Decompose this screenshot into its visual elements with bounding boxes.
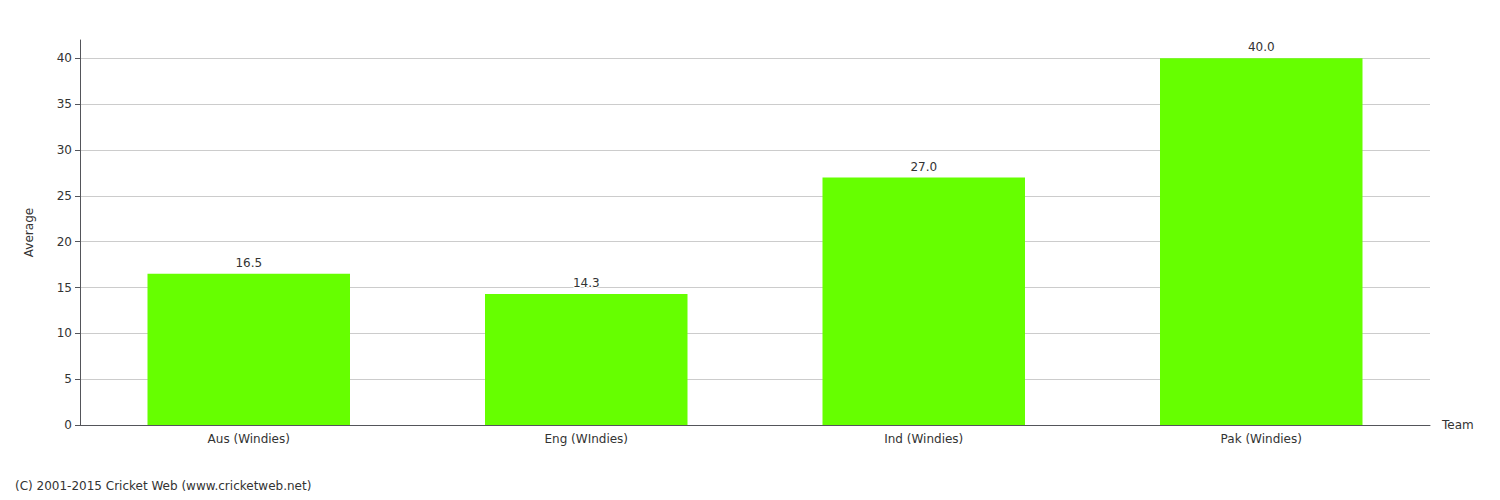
svg-text:(C) 2001-2015 Cricket Web (www: (C) 2001-2015 Cricket Web (www.cricketwe…: [15, 479, 311, 493]
svg-text:10: 10: [57, 326, 72, 340]
svg-text:40.0: 40.0: [1248, 40, 1275, 54]
svg-text:5: 5: [64, 372, 72, 386]
svg-text:15: 15: [57, 281, 72, 295]
svg-text:Aus (Windies): Aus (Windies): [208, 432, 290, 446]
svg-text:0: 0: [64, 418, 72, 432]
svg-text:30: 30: [57, 143, 72, 157]
svg-text:Eng (WIndies): Eng (WIndies): [544, 432, 628, 446]
svg-text:Average: Average: [22, 208, 36, 257]
svg-text:Team: Team: [1441, 418, 1474, 432]
svg-text:40: 40: [57, 51, 72, 65]
svg-text:Ind (Windies): Ind (Windies): [884, 432, 963, 446]
svg-text:20: 20: [57, 235, 72, 249]
svg-text:35: 35: [57, 97, 72, 111]
svg-text:16.5: 16.5: [235, 256, 262, 270]
svg-text:27.0: 27.0: [910, 160, 937, 174]
svg-text:14.3: 14.3: [573, 276, 600, 290]
svg-text:25: 25: [57, 189, 72, 203]
svg-text:Pak (Windies): Pak (Windies): [1221, 432, 1302, 446]
